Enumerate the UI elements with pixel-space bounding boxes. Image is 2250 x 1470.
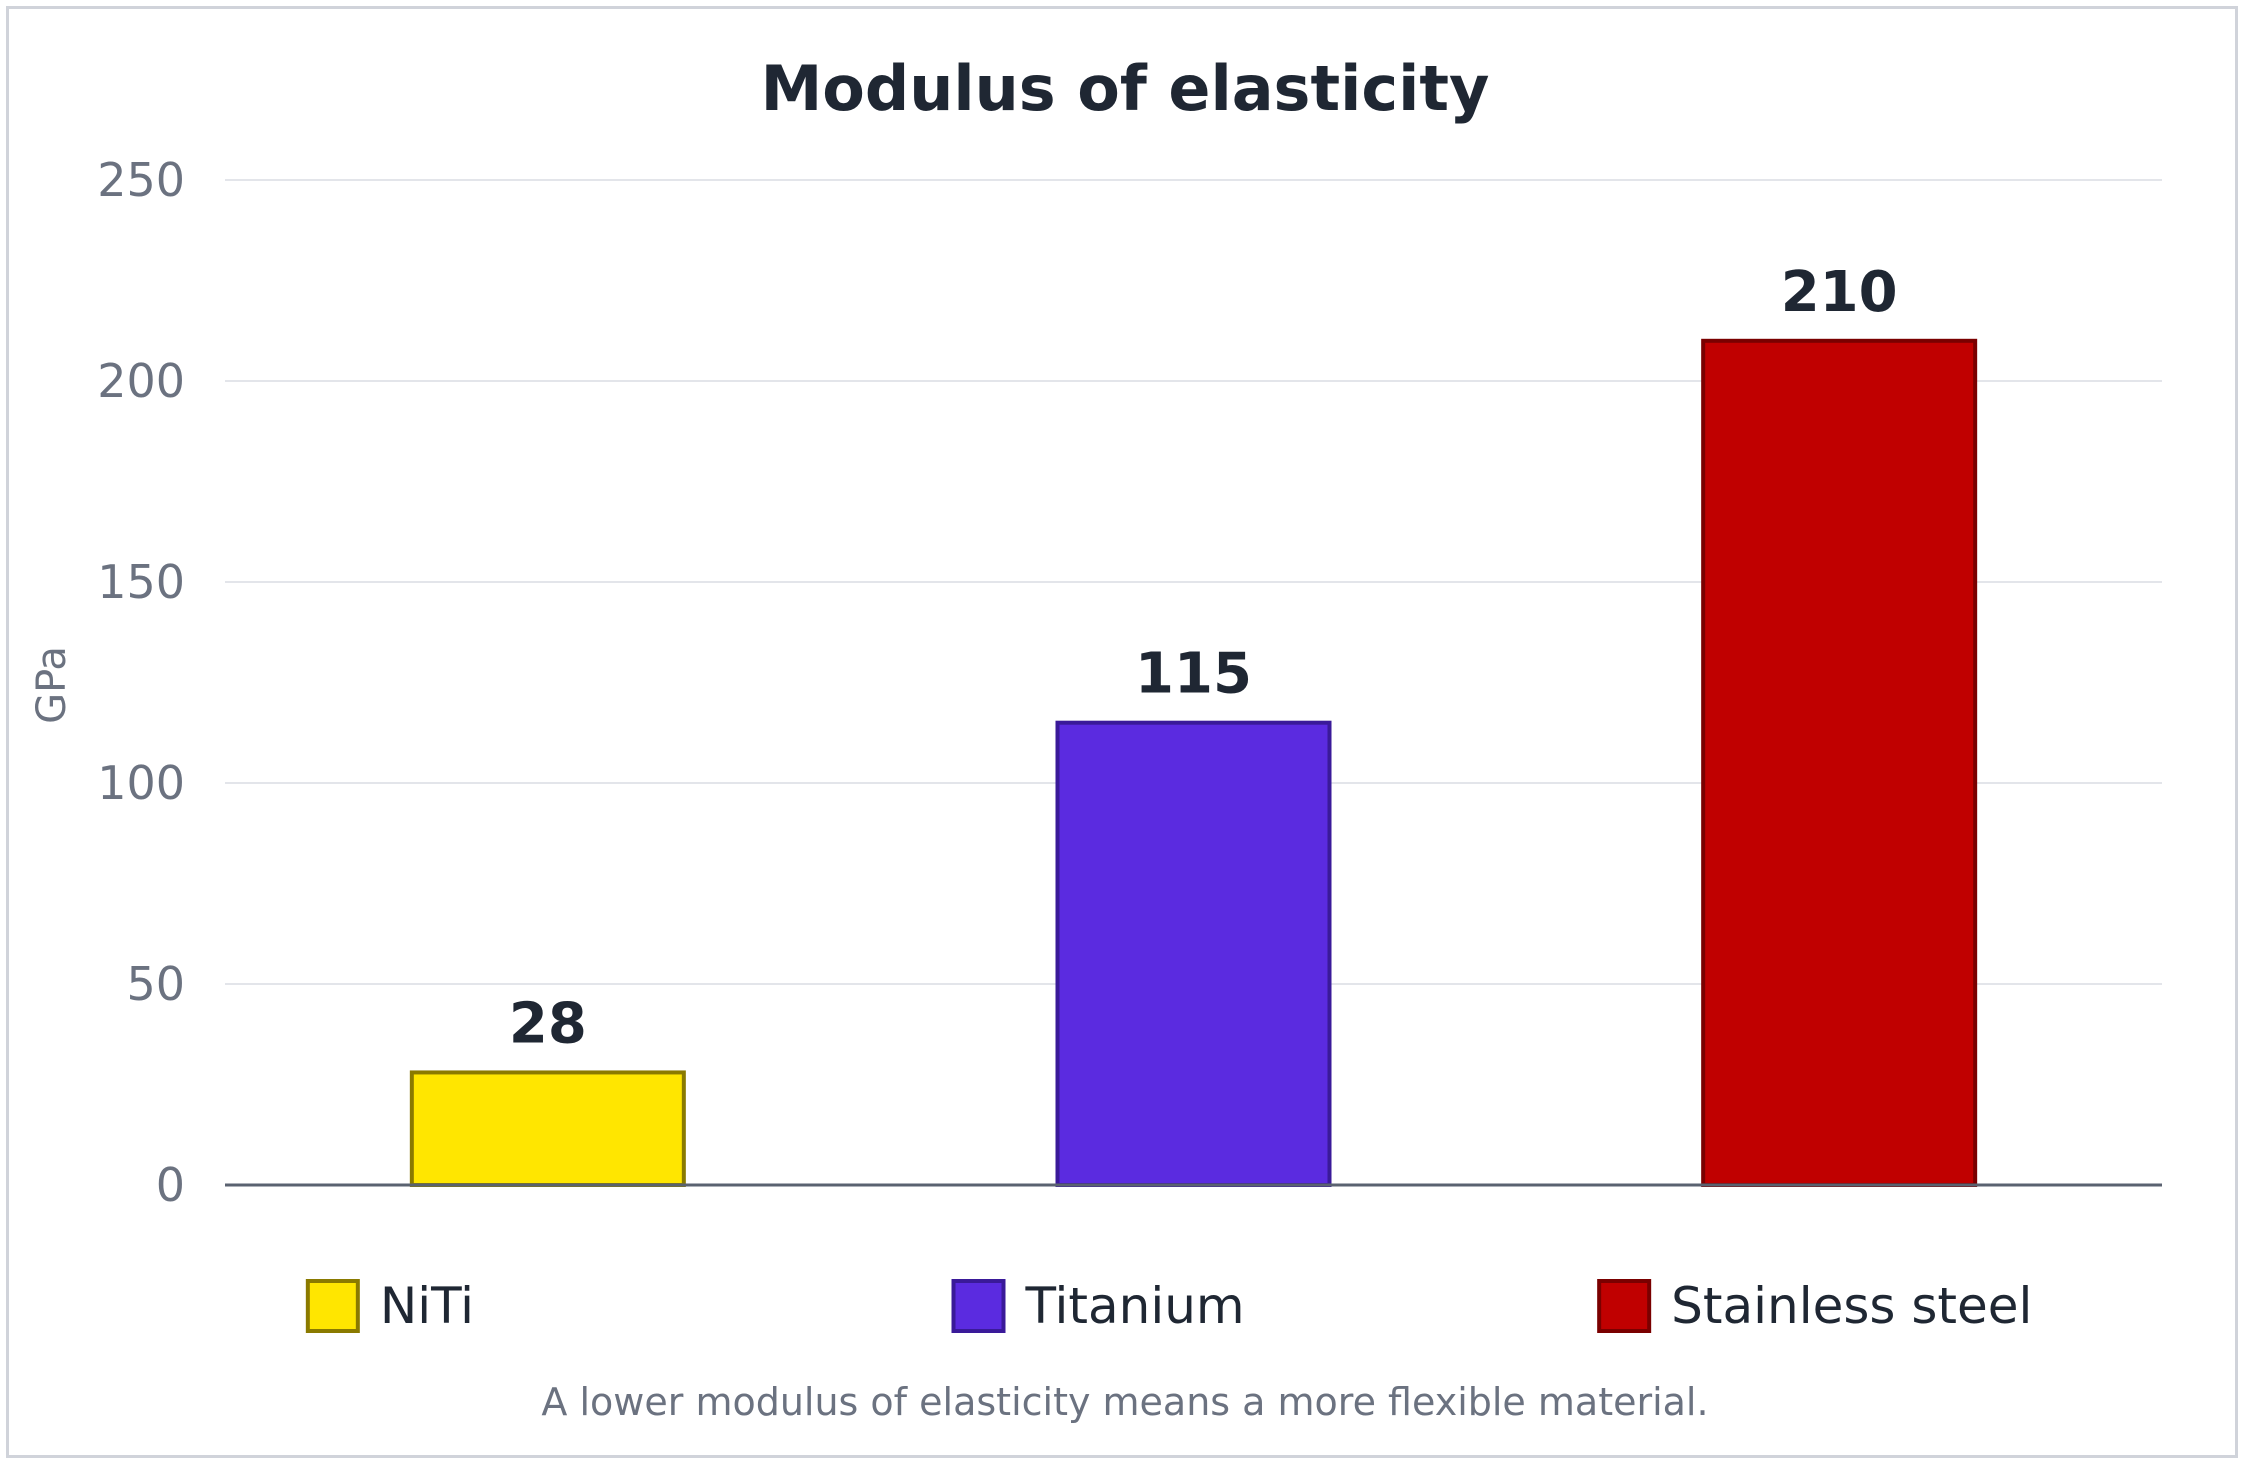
chart-footnote: A lower modulus of elasticity means a mo… (541, 1380, 1708, 1424)
chart-title: Modulus of elasticity (761, 52, 1490, 125)
legend-swatch (305, 1279, 360, 1333)
y-tick-label: 0 (156, 1158, 185, 1212)
legend-label: Titanium (1025, 1277, 1245, 1335)
y-axis-label: GPa (29, 646, 75, 724)
legend: NiTi Titanium Stainless steel (305, 1277, 2032, 1335)
y-axis-ticks: 0 50 100 150 200 250 (97, 153, 185, 1212)
y-tick-label: 100 (97, 756, 185, 810)
y-tick-label: 150 (97, 555, 185, 609)
data-label: 210 (1781, 260, 1898, 325)
y-tick-label: 50 (126, 957, 185, 1011)
bar-titanium (1055, 720, 1332, 1187)
data-labels: 28 115 210 (509, 260, 1898, 1057)
data-label: 28 (509, 991, 587, 1056)
bar-stainless-steel (1701, 338, 1978, 1187)
y-tick-label: 200 (97, 354, 185, 408)
legend-swatch (951, 1279, 1006, 1333)
bar-niti (409, 1070, 686, 1187)
y-tick-label: 250 (97, 153, 185, 207)
bars (409, 338, 1978, 1187)
data-label: 115 (1135, 642, 1252, 707)
legend-label: NiTi (380, 1277, 474, 1335)
legend-label: Stainless steel (1671, 1277, 2032, 1335)
legend-swatch (1597, 1279, 1652, 1333)
